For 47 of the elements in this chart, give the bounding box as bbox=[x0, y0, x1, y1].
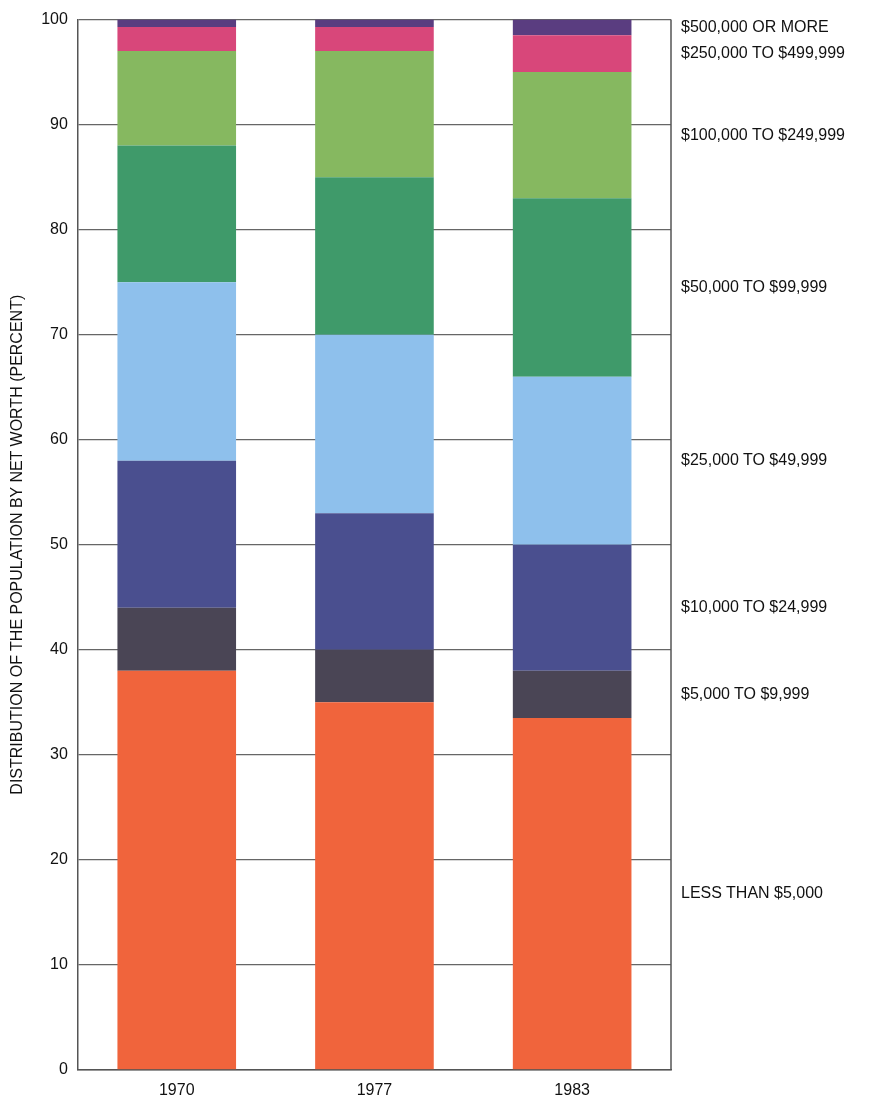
y-tick-label: 30 bbox=[50, 745, 68, 763]
bar bbox=[315, 19, 434, 27]
bar bbox=[512, 72, 632, 199]
y-axis-title: DISTRIBUTION OF THE POPULATION BY NET WORTH (PERCENT) bbox=[8, 294, 26, 795]
text: $250,000 TO $499,999 bbox=[681, 44, 846, 62]
bar bbox=[512, 670, 632, 718]
x-tick-label: 1970 bbox=[158, 1080, 195, 1098]
bar bbox=[512, 544, 632, 671]
y-tick-label: 0 bbox=[58, 1060, 68, 1078]
text: $5,000 TO $9,999 bbox=[681, 684, 810, 702]
bar bbox=[315, 177, 434, 335]
bar bbox=[512, 198, 632, 377]
x-tick-label: 1977 bbox=[356, 1080, 393, 1098]
y-tick-label: 50 bbox=[50, 535, 68, 553]
text: $100,000 TO $249,999 bbox=[681, 125, 846, 143]
bar bbox=[315, 51, 434, 178]
bar bbox=[117, 145, 237, 283]
y-tick-label: 40 bbox=[50, 640, 68, 658]
y-tick-label: 20 bbox=[50, 850, 68, 868]
text: $25,000 TO $49,999 bbox=[681, 451, 828, 469]
bar bbox=[117, 460, 237, 608]
y-tick-label: 100 bbox=[41, 10, 68, 28]
bar bbox=[117, 670, 237, 1070]
bar bbox=[512, 376, 632, 545]
bar bbox=[117, 607, 237, 671]
x-tick-label: 1983 bbox=[554, 1080, 591, 1098]
bar bbox=[512, 19, 632, 36]
bar bbox=[117, 26, 237, 52]
text: $10,000 TO $24,999 bbox=[681, 598, 828, 616]
text: $50,000 TO $99,999 bbox=[681, 277, 828, 295]
y-tick-label: 70 bbox=[50, 325, 68, 343]
bar bbox=[512, 717, 632, 1070]
bar bbox=[315, 702, 434, 1070]
bar bbox=[512, 35, 632, 73]
y-tick-label: 80 bbox=[50, 220, 68, 238]
bar bbox=[315, 513, 434, 650]
bar bbox=[315, 334, 434, 514]
y-tick-label: 60 bbox=[50, 430, 68, 448]
bar bbox=[315, 26, 434, 52]
y-tick-label: 10 bbox=[50, 955, 68, 973]
y-tick-label: 90 bbox=[50, 115, 68, 133]
bar bbox=[117, 282, 237, 461]
bar bbox=[117, 19, 237, 27]
bar bbox=[315, 649, 434, 703]
text: $500,000 OR MORE bbox=[681, 17, 829, 35]
text: LESS THAN $5,000 bbox=[681, 884, 824, 902]
bar bbox=[117, 51, 237, 146]
